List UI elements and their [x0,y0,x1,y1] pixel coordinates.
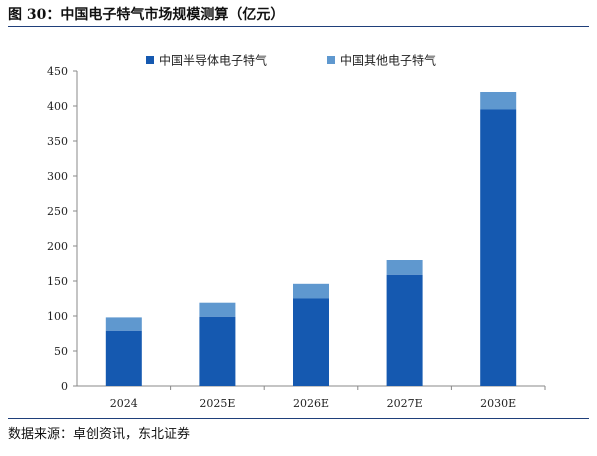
x-tick-label: 2030E [480,397,516,410]
bars [105,92,517,386]
legend-item-semiconductor-swatch [146,56,154,64]
legend: 中国半导体电子特气 中国其他电子特气 [146,53,436,68]
stacked-bar-chart: 中国半导体电子特气 中国其他电子特气 0 50 100 150 200 250 300 350 4… [47,53,546,410]
bar-other [480,92,517,110]
bar-other [199,302,236,317]
axes: 0 50 100 150 200 250 300 350 400 450 2024 2025E 2026… [47,65,546,410]
y-tick-label: 300 [47,170,68,183]
y-tick-label: 150 [47,275,68,288]
legend-item-semiconductor-label: 中国半导体电子特气 [159,53,267,68]
y-tick-label: 0 [61,380,68,393]
source-note: 数据来源：卓创资讯，东北证券 [8,427,191,442]
legend-item-other-swatch [327,56,335,64]
bar-other [293,283,329,299]
y-tick-label: 50 [54,345,68,358]
x-tick-label: 2026E [293,397,329,410]
x-tick-label: 2025E [199,397,235,410]
x-tick-label: 2027E [387,397,423,410]
y-tick-label: 450 [47,65,68,78]
y-tick-label: 100 [47,310,68,323]
bar-semiconductor [386,274,423,386]
title-rule [8,26,589,27]
bar-semiconductor [293,298,329,386]
bar-semiconductor [199,316,236,386]
legend-item-other-label: 中国其他电子特气 [340,53,436,68]
bar-other [386,260,423,275]
figure-title: 图 30：中国电子特气市场规模测算（亿元） [8,7,285,23]
y-tick-label: 400 [47,100,68,113]
bar-semiconductor [480,109,517,386]
y-tick-label: 250 [47,205,68,218]
y-tick-label: 350 [47,135,68,148]
bar-other [105,317,142,331]
x-tick-label: 2024 [110,397,138,410]
bar-semiconductor [105,330,142,386]
y-tick-label: 200 [47,240,68,253]
source-rule [8,418,589,419]
